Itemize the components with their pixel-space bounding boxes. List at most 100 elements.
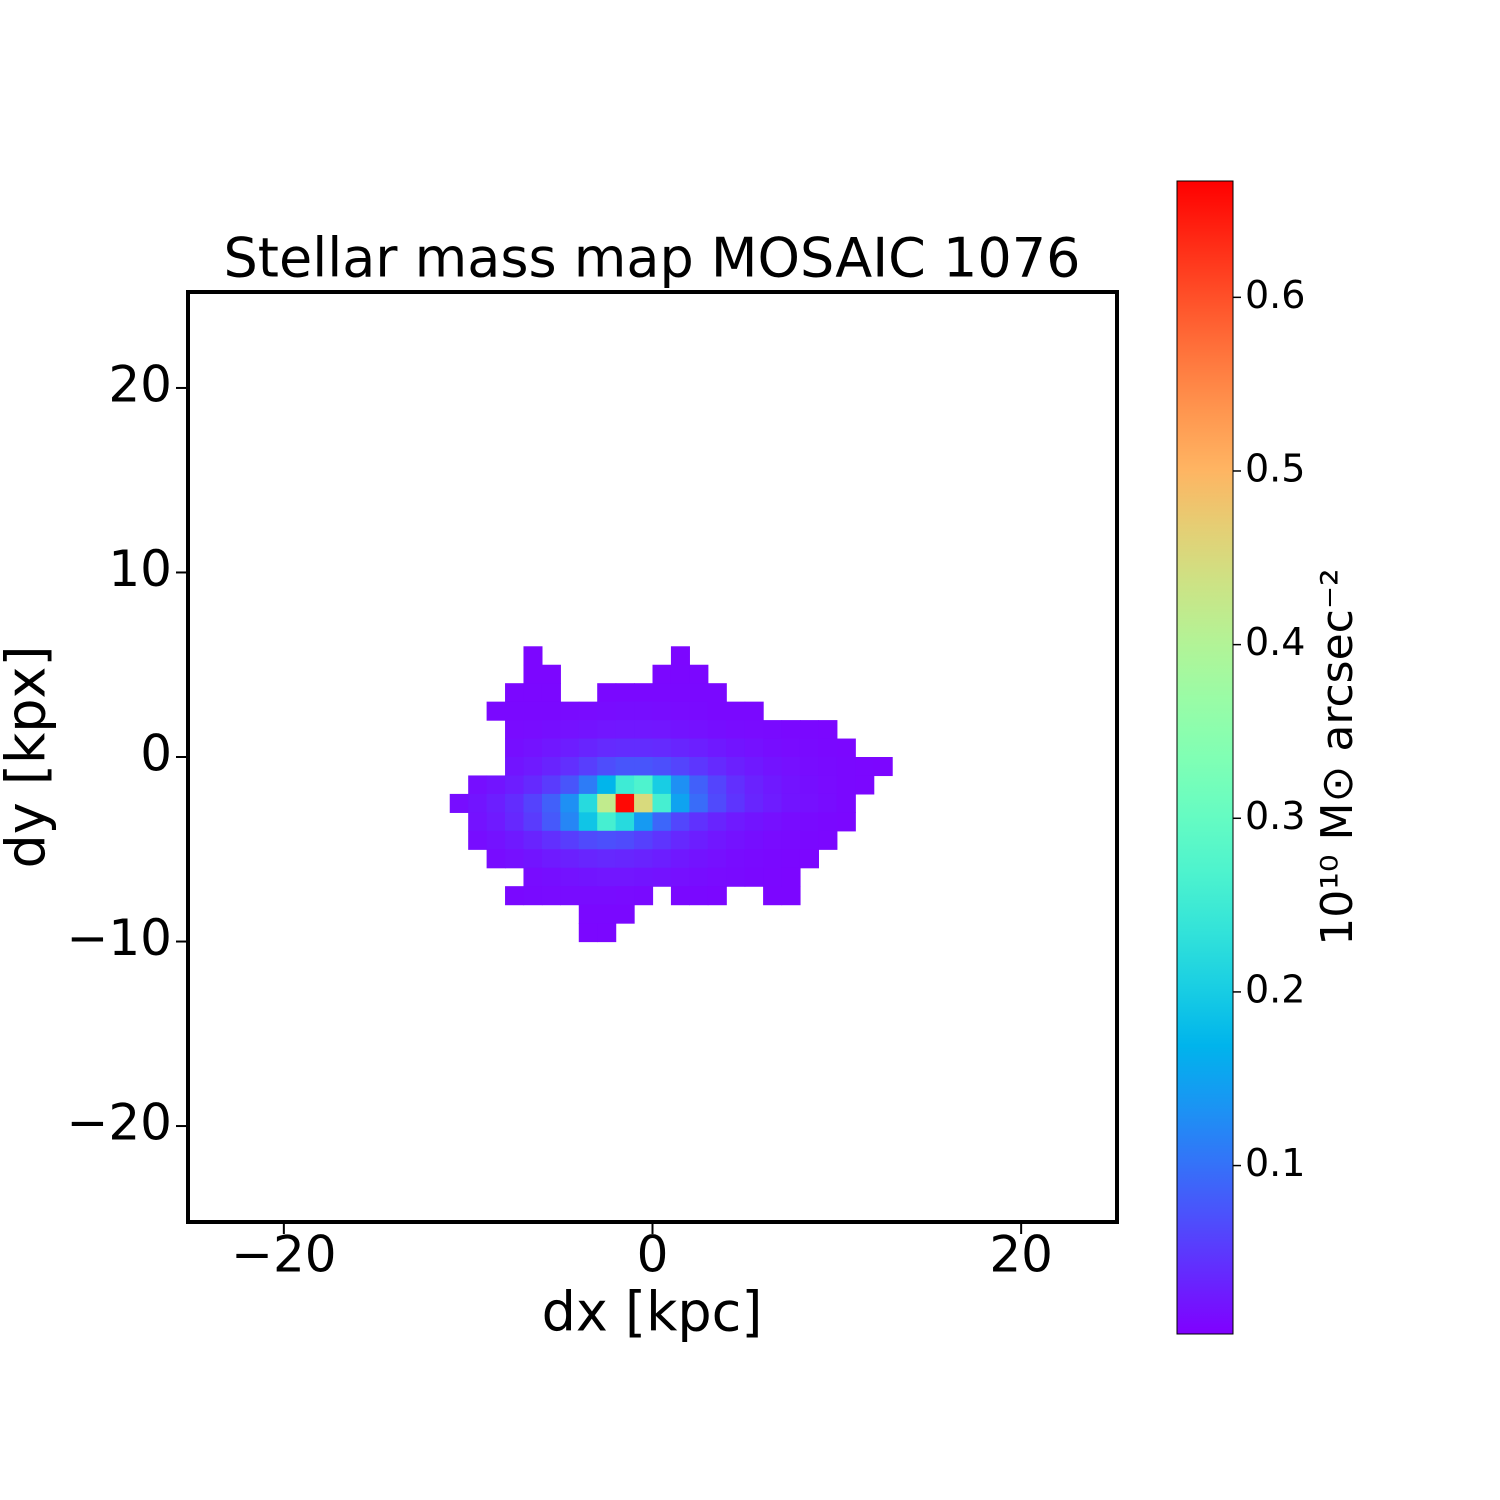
heatmap-cell — [597, 867, 617, 887]
heatmap-cell — [634, 812, 654, 832]
heatmap-cell — [726, 867, 746, 887]
heatmap-cell — [634, 757, 654, 777]
heatmap-cell — [615, 720, 635, 740]
heatmap-cell — [836, 738, 856, 758]
heatmap-cell — [670, 720, 690, 740]
heatmap-cell — [541, 812, 561, 832]
heatmap-cell — [560, 886, 580, 906]
heatmap-cell — [486, 793, 506, 813]
heatmap-cell — [468, 830, 488, 850]
heatmap-cell — [560, 757, 580, 777]
heatmap-cell — [615, 867, 635, 887]
colorbar-tick-label: 0.2 — [1245, 967, 1305, 1011]
heatmap-cell — [652, 867, 672, 887]
heatmap-cell — [597, 720, 617, 740]
heatmap-cell — [726, 757, 746, 777]
heatmap-cell — [597, 738, 617, 758]
heatmap — [449, 646, 893, 943]
heatmap-cell — [707, 849, 727, 869]
heatmap-cell — [541, 720, 561, 740]
heatmap-cell — [707, 683, 727, 703]
heatmap-cell — [560, 867, 580, 887]
heatmap-cell — [578, 701, 598, 721]
heatmap-cell — [541, 757, 561, 777]
heatmap-cell — [836, 793, 856, 813]
heatmap-cell — [652, 849, 672, 869]
heatmap-cell — [523, 683, 543, 703]
heatmap-cell — [615, 793, 635, 813]
heatmap-cell — [634, 830, 654, 850]
heatmap-cell — [763, 867, 783, 887]
heatmap-cell — [486, 849, 506, 869]
heatmap-cell — [689, 683, 709, 703]
colorbar-tick-label: 0.6 — [1245, 273, 1305, 317]
heatmap-cell — [670, 830, 690, 850]
heatmap-cell — [652, 701, 672, 721]
heatmap-cell — [781, 738, 801, 758]
heatmap-cell — [763, 849, 783, 869]
heatmap-cell — [781, 849, 801, 869]
heatmap-cell — [670, 886, 690, 906]
heatmap-cell — [597, 701, 617, 721]
heatmap-cell — [505, 738, 525, 758]
heatmap-cell — [652, 775, 672, 795]
heatmap-cell — [744, 701, 764, 721]
heatmap-cell — [799, 849, 819, 869]
heatmap-cell — [818, 775, 838, 795]
heatmap-cell — [597, 683, 617, 703]
heatmap-cell — [873, 757, 893, 777]
heatmap-cell — [578, 923, 598, 943]
heatmap-cell — [763, 738, 783, 758]
heatmap-cell — [689, 849, 709, 869]
heatmap-cell — [486, 775, 506, 795]
heatmap-cell — [634, 793, 654, 813]
heatmap-cell — [597, 793, 617, 813]
y-tick-label: 0 — [140, 725, 172, 783]
heatmap-cell — [781, 720, 801, 740]
heatmap-cell — [597, 886, 617, 906]
heatmap-cell — [615, 904, 635, 924]
heatmap-cell — [578, 849, 598, 869]
heatmap-cell — [597, 830, 617, 850]
heatmap-cell — [560, 738, 580, 758]
heatmap-cell — [486, 830, 506, 850]
heatmap-cell — [763, 757, 783, 777]
heatmap-cell — [615, 886, 635, 906]
heatmap-cell — [670, 757, 690, 777]
heatmap-cell — [560, 720, 580, 740]
heatmap-cell — [670, 738, 690, 758]
heatmap-cell — [634, 720, 654, 740]
heatmap-cell — [781, 812, 801, 832]
heatmap-cell — [763, 886, 783, 906]
heatmap-cell — [449, 793, 469, 813]
heatmap-cell — [541, 886, 561, 906]
heatmap-cell — [726, 720, 746, 740]
heatmap-cell — [578, 793, 598, 813]
y-tick-label: 10 — [108, 540, 172, 598]
y-tick-label: −10 — [66, 909, 172, 967]
heatmap-cell — [744, 867, 764, 887]
colorbar-tick-label: 0.4 — [1245, 620, 1305, 664]
heatmap-cell — [689, 867, 709, 887]
heatmap-cell — [634, 886, 654, 906]
heatmap-cell — [689, 775, 709, 795]
y-axis-label: dy [kpx] — [0, 645, 58, 868]
heatmap-cell — [541, 664, 561, 684]
heatmap-cell — [652, 812, 672, 832]
heatmap-cell — [670, 812, 690, 832]
heatmap-cell — [541, 683, 561, 703]
heatmap-cell — [670, 664, 690, 684]
heatmap-cell — [799, 793, 819, 813]
heatmap-cell — [818, 793, 838, 813]
heatmap-cell — [634, 849, 654, 869]
heatmap-cell — [615, 738, 635, 758]
heatmap-cell — [652, 664, 672, 684]
colorbar-tick-label: 0.1 — [1245, 1141, 1305, 1185]
heatmap-cell — [615, 775, 635, 795]
heatmap-cell — [707, 812, 727, 832]
heatmap-cell — [799, 775, 819, 795]
x-tick-label: 0 — [637, 1226, 669, 1284]
heatmap-cell — [670, 849, 690, 869]
heatmap-cell — [836, 775, 856, 795]
